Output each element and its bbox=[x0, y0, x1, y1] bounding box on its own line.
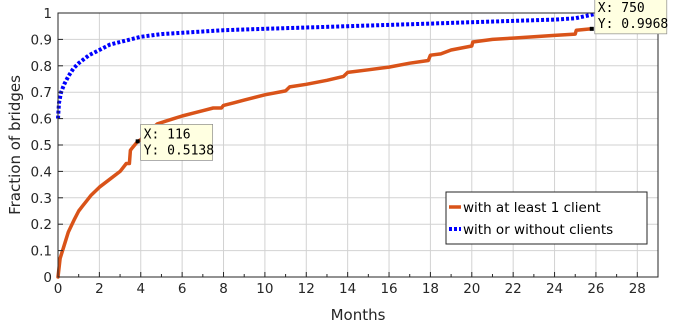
x-tick-label: 10 bbox=[256, 281, 273, 297]
x-tick-label: 24 bbox=[546, 281, 563, 297]
x-tick-label: 8 bbox=[219, 281, 228, 297]
x-tick-label: 18 bbox=[422, 281, 439, 297]
datatip-marker bbox=[589, 26, 594, 31]
datatip-y-text: Y: 0.9968 bbox=[598, 17, 668, 32]
y-tick-label: 0.5 bbox=[31, 138, 52, 154]
y-tick-label: 0.9 bbox=[31, 32, 52, 48]
legend: with at least 1 client with or without cl… bbox=[445, 191, 648, 245]
y-tick-label: 0.8 bbox=[31, 59, 52, 75]
legend-box bbox=[445, 191, 648, 245]
x-tick-label: 16 bbox=[380, 281, 397, 297]
x-tick-label: 20 bbox=[463, 281, 480, 297]
y-tick-label: 0.6 bbox=[31, 112, 52, 128]
x-tick-label: 12 bbox=[298, 281, 315, 297]
datatip-y-text: Y: 0.5138 bbox=[144, 143, 214, 158]
legend-label: with or without clients bbox=[463, 222, 613, 238]
y-axis-label: Fraction of bridges bbox=[6, 75, 24, 215]
datatip-marker bbox=[135, 139, 140, 144]
legend-label: with at least 1 client bbox=[463, 200, 601, 216]
x-tick-label: 4 bbox=[136, 281, 145, 297]
y-tick-label: 0 bbox=[43, 270, 52, 286]
x-axis-label: Months bbox=[331, 306, 386, 324]
y-tick-label: 0.4 bbox=[31, 164, 52, 180]
x-tick-label: 2 bbox=[95, 281, 104, 297]
x-tick-label: 26 bbox=[587, 281, 604, 297]
datatip-x-text: X: 750 bbox=[598, 1, 645, 16]
datatip-x-text: X: 116 bbox=[144, 127, 191, 142]
x-tick-label: 6 bbox=[178, 281, 187, 297]
y-tick-label: 0.1 bbox=[31, 244, 52, 260]
datatip-box bbox=[594, 0, 668, 35]
y-tick-label: 0.2 bbox=[31, 217, 52, 233]
series-layer bbox=[56, 11, 659, 279]
datatip-box bbox=[140, 124, 214, 161]
y-tick-label: 0.7 bbox=[31, 85, 52, 101]
series-line-1 bbox=[56, 27, 594, 279]
series-line-2 bbox=[56, 11, 659, 119]
y-tick-label: 0.3 bbox=[31, 191, 52, 207]
y-tick-label: 1 bbox=[43, 6, 52, 22]
x-axis-ticks: 0 2 4 6 8 10 12 14 16 18 20 22 24 26 28 bbox=[54, 272, 646, 297]
x-tick-label: 0 bbox=[54, 281, 63, 297]
x-tick-label: 14 bbox=[339, 281, 356, 297]
x-tick-label: 22 bbox=[505, 281, 522, 297]
x-tick-label: 28 bbox=[629, 281, 646, 297]
y-axis-ticks: 0 0.1 0.2 0.3 0.4 0.5 0.6 0.7 0.8 0.9 1 bbox=[31, 6, 63, 286]
